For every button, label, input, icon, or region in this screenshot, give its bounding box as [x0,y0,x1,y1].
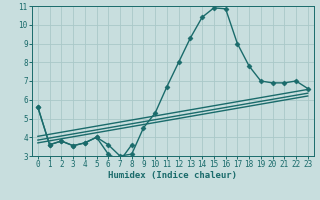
X-axis label: Humidex (Indice chaleur): Humidex (Indice chaleur) [108,171,237,180]
